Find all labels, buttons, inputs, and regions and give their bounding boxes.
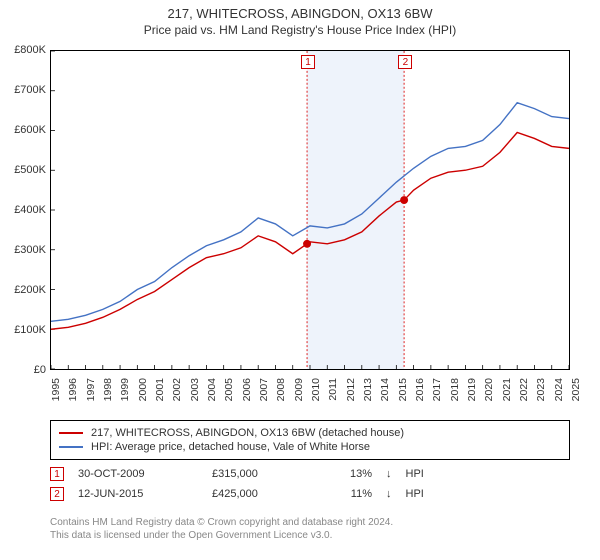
legend-swatch-blue (59, 446, 83, 448)
legend: 217, WHITECROSS, ABINGDON, OX13 6BW (det… (50, 420, 570, 460)
x-tick-label: 2014 (379, 378, 391, 401)
footer-line: Contains HM Land Registry data © Crown c… (50, 516, 393, 529)
event-row: 2 12-JUN-2015 £425,000 11% ↓ HPI (50, 484, 424, 504)
event-price: £425,000 (212, 488, 302, 500)
y-tick-label: £600K (14, 124, 46, 136)
x-tick-label: 2012 (345, 378, 357, 401)
event-ref: HPI (406, 468, 424, 480)
y-tick-label: £300K (14, 244, 46, 256)
legend-label: 217, WHITECROSS, ABINGDON, OX13 6BW (det… (91, 427, 404, 439)
x-tick-label: 2018 (449, 378, 461, 401)
event-delta: 13% (316, 468, 372, 480)
x-tick-label: 2025 (570, 378, 582, 401)
legend-item: 217, WHITECROSS, ABINGDON, OX13 6BW (det… (59, 426, 561, 440)
y-tick-label: £800K (14, 44, 46, 56)
event-date: 12-JUN-2015 (78, 488, 198, 500)
line-chart-svg (51, 51, 569, 369)
y-axis: £0£100K£200K£300K£400K£500K£600K£700K£80… (0, 50, 48, 370)
x-tick-label: 2009 (293, 378, 305, 401)
event-index-box: 1 (50, 467, 64, 481)
legend-label: HPI: Average price, detached house, Vale… (91, 441, 370, 453)
x-tick-label: 2023 (535, 378, 547, 401)
event-date: 30-OCT-2009 (78, 468, 198, 480)
y-tick-label: £500K (14, 164, 46, 176)
x-tick-label: 2016 (414, 378, 426, 401)
x-tick-label: 2002 (171, 378, 183, 401)
y-tick-label: £0 (34, 364, 46, 376)
y-tick-label: £100K (14, 324, 46, 336)
event-row: 1 30-OCT-2009 £315,000 13% ↓ HPI (50, 464, 424, 484)
x-tick-label: 2020 (483, 378, 495, 401)
x-axis: 1995 1996 1997 1998 1999 2000 2001 2002 2003 2004… (50, 372, 570, 420)
x-tick-label: 1998 (102, 378, 114, 401)
event-price: £315,000 (212, 468, 302, 480)
event-ref: HPI (406, 488, 424, 500)
event-marker-box: 1 (301, 55, 315, 69)
x-tick-label: 2005 (223, 378, 235, 401)
x-tick-label: 2013 (362, 378, 374, 401)
legend-swatch-red (59, 432, 83, 434)
x-tick-label: 2024 (553, 378, 565, 401)
x-tick-label: 2003 (189, 378, 201, 401)
event-index-box: 2 (50, 487, 64, 501)
x-tick-label: 2000 (137, 378, 149, 401)
chart-subtitle: Price paid vs. HM Land Registry's House … (0, 21, 600, 37)
x-tick-label: 2010 (310, 378, 322, 401)
events-table: 1 30-OCT-2009 £315,000 13% ↓ HPI 2 12-JU… (50, 464, 424, 504)
x-tick-label: 1995 (50, 378, 62, 401)
event-arrow-down-icon: ↓ (386, 468, 392, 480)
x-tick-label: 2008 (275, 378, 287, 401)
y-tick-label: £400K (14, 204, 46, 216)
x-tick-label: 2021 (501, 378, 513, 401)
x-tick-label: 1996 (67, 378, 79, 401)
event-arrow-down-icon: ↓ (386, 488, 392, 500)
x-tick-label: 2019 (466, 378, 478, 401)
y-tick-label: £200K (14, 284, 46, 296)
x-tick-label: 2006 (241, 378, 253, 401)
footer-line: This data is licensed under the Open Gov… (50, 529, 393, 542)
x-tick-label: 1999 (119, 378, 131, 401)
footer: Contains HM Land Registry data © Crown c… (50, 516, 393, 542)
x-tick-label: 2022 (518, 378, 530, 401)
chart-title: 217, WHITECROSS, ABINGDON, OX13 6BW (0, 0, 600, 21)
legend-item: HPI: Average price, detached house, Vale… (59, 440, 561, 454)
x-tick-label: 2001 (154, 378, 166, 401)
x-tick-label: 2011 (327, 378, 339, 401)
plot-area: 12 (50, 50, 570, 370)
event-delta: 11% (316, 488, 372, 500)
x-tick-label: 1997 (85, 378, 97, 401)
y-tick-label: £700K (14, 84, 46, 96)
x-tick-label: 2017 (431, 378, 443, 401)
event-marker-box: 2 (398, 55, 412, 69)
x-tick-label: 2004 (206, 378, 218, 401)
x-tick-label: 2007 (258, 378, 270, 401)
x-tick-label: 2015 (397, 378, 409, 401)
